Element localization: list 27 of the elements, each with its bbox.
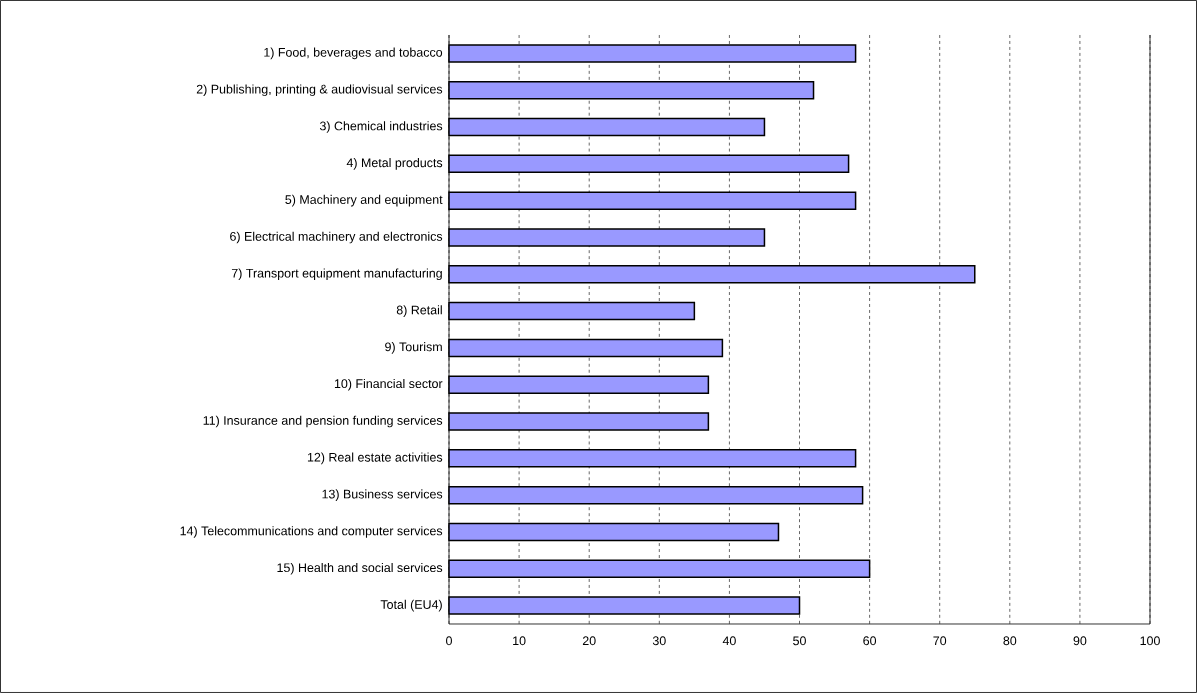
- x-tick-label: 50: [793, 636, 806, 646]
- y-tick-label: Total (EU4): [380, 599, 442, 612]
- y-tick-label: 5) Machinery and equipment: [285, 194, 443, 207]
- y-tick-label: 10) Financial sector: [334, 378, 443, 391]
- y-tick-label: 14) Telecommunications and computer services: [180, 526, 443, 538]
- y-tick-label: 12) Real estate activities: [307, 452, 443, 465]
- x-tick-label: 20: [582, 636, 596, 646]
- y-tick-label: 6) Electrical machinery and electronics: [230, 231, 443, 244]
- x-tick-label: 60: [863, 636, 877, 646]
- y-tick-label: 1) Food, beverages and tobacco: [264, 47, 443, 60]
- y-tick-label: 2) Publishing, printing & audiovisual services: [196, 84, 443, 97]
- x-tick-label: 10: [513, 636, 526, 646]
- y-tick-label: 7) Transport equipment manufacturing: [231, 268, 442, 281]
- x-tick-label: 70: [933, 636, 947, 646]
- y-tick-label: 13) Business services: [322, 489, 443, 501]
- x-tick-label: 100: [1140, 636, 1160, 646]
- x-tick-label: 80: [1003, 636, 1017, 646]
- y-tick-label: 8) Retail: [396, 305, 442, 317]
- y-tick-label: 9) Tourism: [385, 342, 442, 354]
- x-tick-label: 0: [446, 636, 452, 646]
- y-tick-label: 4) Metal products: [346, 158, 443, 170]
- y-tick-label: 15) Health and social services: [277, 562, 443, 575]
- x-tick-label: 40: [722, 636, 736, 646]
- x-tick-label: 30: [652, 636, 666, 646]
- y-tick-label: 3) Chemical industries: [319, 121, 443, 133]
- y-tick-label: 11) Insurance and pension funding services: [203, 415, 443, 428]
- x-tick-label: 90: [1073, 636, 1087, 646]
